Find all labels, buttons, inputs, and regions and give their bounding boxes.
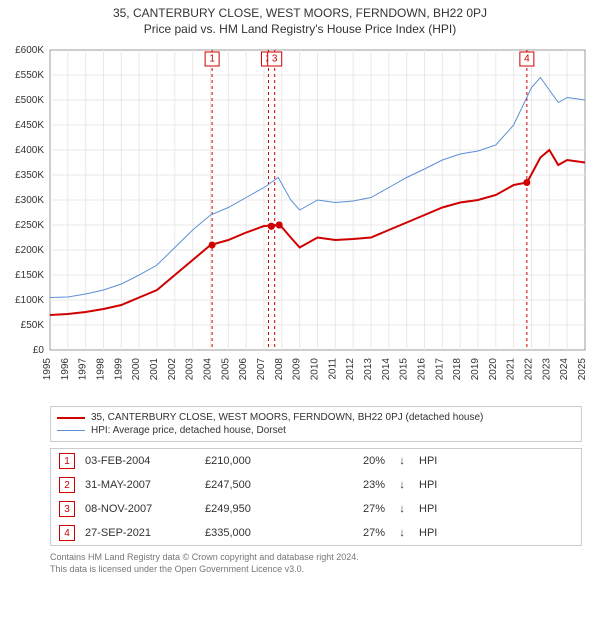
table-marker: 2 [59,477,75,493]
x-tick-label: 2019 [470,358,481,381]
table-pct: 27% [325,503,385,515]
table-row: 4 27-SEP-2021 £335,000 27% ↓ HPI [51,521,581,545]
x-tick-label: 2011 [327,358,338,380]
table-price: £210,000 [205,455,315,467]
x-tick-label: 2023 [541,358,552,381]
x-tick-label: 2002 [167,358,178,381]
x-tick-label: 2024 [559,358,570,381]
y-tick-label: £300K [15,195,44,206]
table-date: 03-FEB-2004 [85,455,195,467]
title-main: 35, CANTERBURY CLOSE, WEST MOORS, FERNDO… [4,6,596,20]
x-tick-label: 2021 [506,358,517,381]
y-tick-label: £150K [15,270,44,281]
table-price: £249,950 [205,503,315,515]
price-chart: £0 £50K £100K £150K £200K £250K £300K £350K £400… [0,40,600,400]
x-tick-label: 2016 [417,358,428,381]
table-hpi-label: HPI [419,527,573,539]
x-tick-label: 1999 [113,358,124,381]
y-tick-label: £400K [15,145,44,156]
y-tick-label: £100K [15,295,44,306]
page-container: 35, CANTERBURY CLOSE, WEST MOORS, FERNDO… [0,0,600,575]
table-pct: 23% [325,479,385,491]
table-marker: 1 [59,453,75,469]
y-tick-label: £500K [15,95,44,106]
table-date: 31-MAY-2007 [85,479,195,491]
table-date: 08-NOV-2007 [85,503,195,515]
legend-row: HPI: Average price, detached house, Dors… [57,424,575,437]
x-tick-label: 2017 [434,358,445,381]
title-block: 35, CANTERBURY CLOSE, WEST MOORS, FERNDO… [0,0,600,40]
x-tick-label: 1996 [60,358,71,381]
sales-table: 1 03-FEB-2004 £210,000 20% ↓ HPI 2 31-MAY-2007 £… [50,448,582,546]
sale-marker-flag-num: 3 [272,54,278,65]
x-tick-label: 2008 [274,358,285,381]
x-tick-label: 2005 [220,358,231,381]
x-tick-label: 2004 [203,358,214,381]
y-tick-label: £200K [15,245,44,256]
footer-line-1: Contains HM Land Registry data © Crown c… [50,552,582,564]
y-tick-label: £50K [21,320,45,331]
table-pct: 27% [325,527,385,539]
table-hpi-label: HPI [419,455,573,467]
x-tick-label: 1998 [96,358,107,381]
legend-row: 35, CANTERBURY CLOSE, WEST MOORS, FERNDO… [57,411,575,424]
table-date: 27-SEP-2021 [85,527,195,539]
x-tick-label: 2003 [185,358,196,381]
y-tick-label: £600K [15,45,44,56]
table-price: £247,500 [205,479,315,491]
footer: Contains HM Land Registry data © Crown c… [50,552,582,575]
y-tick-label: £250K [15,220,44,231]
x-tick-label: 2014 [381,358,392,381]
x-tick-label: 2006 [238,358,249,381]
title-sub: Price paid vs. HM Land Registry's House … [4,22,596,36]
down-arrow-icon: ↓ [395,479,409,491]
sale-point [276,222,283,229]
footer-line-2: This data is licensed under the Open Gov… [50,564,582,576]
x-tick-label: 2000 [131,358,142,381]
x-tick-label: 2010 [310,358,321,381]
y-tick-label: £0 [33,345,45,356]
x-tick-label: 2020 [488,358,499,381]
table-pct: 20% [325,455,385,467]
table-price: £335,000 [205,527,315,539]
x-tick-label: 2013 [363,358,374,381]
down-arrow-icon: ↓ [395,527,409,539]
y-tick-label: £550K [15,70,44,81]
sale-point [209,242,216,249]
table-row: 1 03-FEB-2004 £210,000 20% ↓ HPI [51,449,581,473]
legend-swatch [57,417,85,419]
x-tick-label: 2022 [524,358,535,381]
table-marker: 3 [59,501,75,517]
x-tick-label: 1995 [42,358,53,381]
chart-svg: £0 £50K £100K £150K £200K £250K £300K £350K £400… [0,40,600,400]
table-hpi-label: HPI [419,479,573,491]
down-arrow-icon: ↓ [395,455,409,467]
x-tick-label: 2001 [149,358,160,381]
x-tick-label: 2018 [452,358,463,381]
x-tick-label: 2012 [345,358,356,381]
x-tick-label: 1997 [78,358,89,381]
x-tick-label: 2009 [292,358,303,381]
table-hpi-label: HPI [419,503,573,515]
x-tick-label: 2025 [577,358,588,381]
down-arrow-icon: ↓ [395,503,409,515]
y-tick-label: £350K [15,170,44,181]
sale-point [523,179,530,186]
legend: 35, CANTERBURY CLOSE, WEST MOORS, FERNDO… [50,406,582,442]
sale-marker-flag-num: 1 [209,54,215,65]
legend-swatch [57,430,85,431]
x-tick-label: 2007 [256,358,267,381]
table-row: 3 08-NOV-2007 £249,950 27% ↓ HPI [51,497,581,521]
table-marker: 4 [59,525,75,541]
legend-label: 35, CANTERBURY CLOSE, WEST MOORS, FERNDO… [91,412,483,423]
table-row: 2 31-MAY-2007 £247,500 23% ↓ HPI [51,473,581,497]
x-tick-label: 2015 [399,358,410,381]
sale-marker-flag-num: 4 [524,54,530,65]
sale-point [268,223,275,230]
y-tick-label: £450K [15,120,44,131]
legend-label: HPI: Average price, detached house, Dors… [91,425,286,436]
